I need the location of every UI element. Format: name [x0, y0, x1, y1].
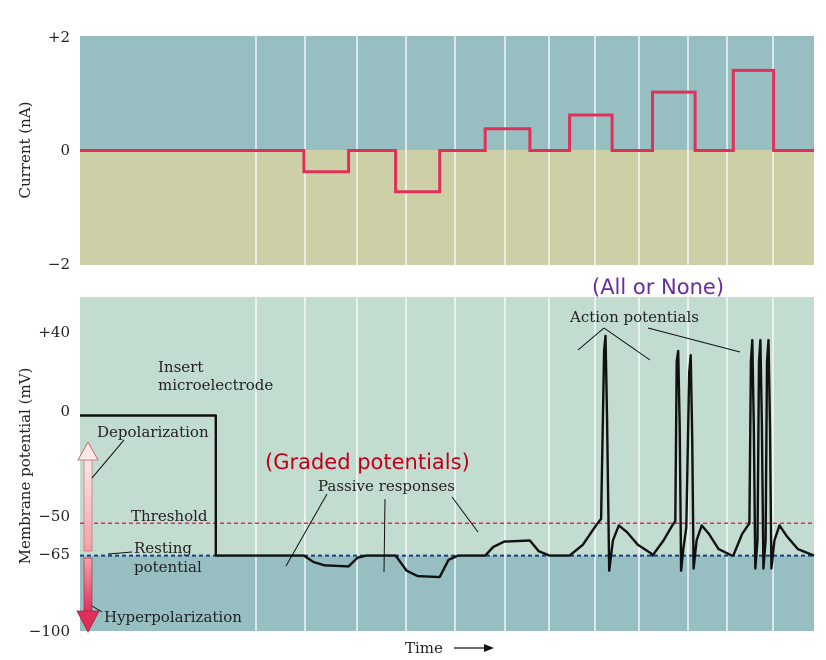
passive-responses-label: Passive responses — [318, 477, 455, 495]
resting-label-line1: Resting — [134, 539, 192, 557]
potential-tick-minus65: −65 — [38, 545, 70, 563]
potential-tick-minus50: −50 — [38, 507, 70, 525]
depolarization-label: Depolarization — [97, 423, 209, 441]
hyperpolarization-label: Hyperpolarization — [104, 608, 242, 626]
action-leader-3 — [647, 327, 741, 353]
time-axis-label: Time — [405, 639, 443, 657]
all-or-none-label: (All or None) — [592, 275, 724, 299]
potential-y-axis-label: Membrane potential (mV) — [16, 368, 34, 565]
membrane-potential-trace — [80, 334, 815, 579]
hyperpolarization-leader — [91, 605, 103, 613]
potential-tick-0: 0 — [60, 402, 70, 420]
depolarization-leader — [91, 439, 125, 479]
insert-label-line2: microelectrode — [158, 376, 273, 394]
insert-label-line1: Insert — [158, 358, 203, 376]
passive-leader-1 — [285, 493, 328, 567]
action-leader-1 — [577, 327, 605, 351]
current-panel: +2 0 −2 Current (nA) — [16, 28, 814, 273]
hyperpolarization-arrow — [76, 557, 100, 633]
current-y-axis-label: Current (nA) — [16, 101, 34, 198]
annotation-leaders — [91, 327, 741, 613]
current-tick-plus2: +2 — [48, 28, 70, 46]
threshold-label: Threshold — [131, 507, 208, 525]
current-bg-positive — [80, 36, 814, 150]
current-tick-0: 0 — [60, 141, 70, 159]
potential-tick-plus40: +40 — [38, 323, 70, 341]
potential-tick-minus100: −100 — [29, 622, 70, 640]
resting-leader — [107, 551, 133, 555]
current-trace — [80, 68, 814, 194]
action-leader-2 — [603, 327, 651, 361]
depolarization-arrow — [77, 441, 99, 552]
time-arrow — [454, 644, 494, 652]
passive-leader-3 — [451, 496, 479, 533]
current-bg-negative — [80, 150, 814, 265]
graded-potentials-label: (Graded potentials) — [265, 450, 470, 474]
resting-label-line2: potential — [134, 558, 202, 576]
passive-leader-2 — [383, 498, 386, 573]
potential-gridlines — [255, 297, 774, 631]
potential-panel: +40 0 −50 −65 −100 Membrane potential (m… — [16, 275, 815, 657]
action-potentials-label: Action potentials — [569, 308, 699, 326]
current-tick-minus2: −2 — [48, 255, 70, 273]
potential-bg-lower — [80, 555, 814, 631]
